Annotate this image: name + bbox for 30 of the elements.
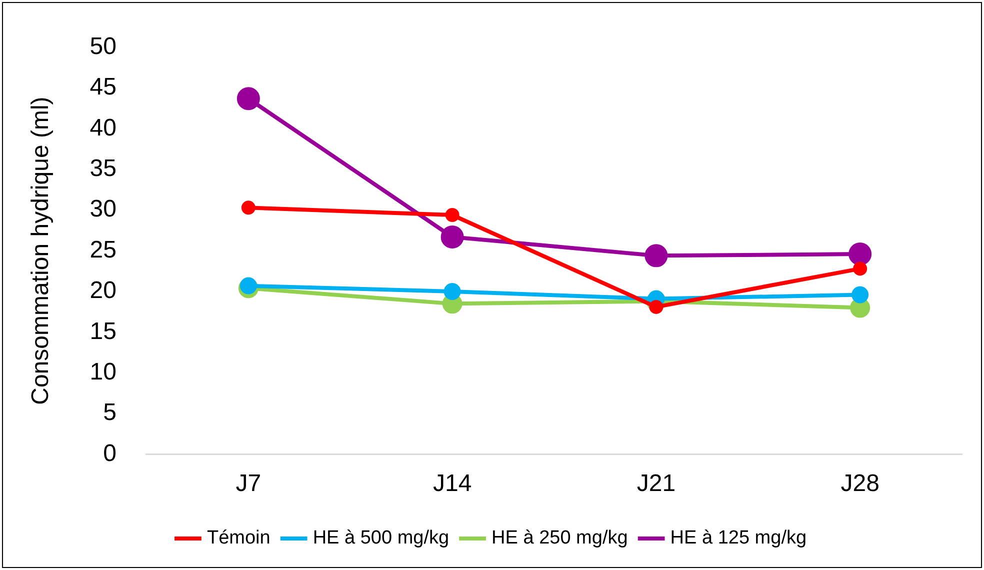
y-tick-label: 50	[90, 33, 116, 60]
y-tick-label: 45	[90, 74, 116, 101]
point	[444, 282, 461, 300]
x-tick-label: J14	[432, 470, 472, 498]
y-tick-label: 25	[90, 236, 116, 264]
point	[241, 200, 256, 215]
y-tick-label: 40	[90, 114, 116, 142]
x-tick-label: J28	[840, 470, 880, 498]
y-tick-label: 5	[103, 399, 116, 426]
point	[440, 225, 464, 248]
legend-label: Témoin	[206, 528, 270, 549]
x-tick-label: J21	[636, 470, 676, 498]
legend-label: HE à 500 mg/kg	[312, 528, 450, 549]
y-axis-title: Consommation hydrique (ml)	[27, 96, 54, 405]
point	[848, 242, 872, 266]
y-tick-label: 0	[103, 440, 116, 467]
y-tick-label: 35	[90, 155, 116, 182]
point	[236, 87, 260, 110]
y-tick-label: 30	[90, 196, 116, 223]
point	[852, 286, 869, 304]
point	[644, 244, 668, 268]
y-tick-label: 20	[90, 277, 116, 304]
x-tick-label: J7	[236, 470, 262, 498]
y-tick-label: 15	[90, 318, 116, 345]
legend-label: HE à 250 mg/kg	[492, 528, 628, 549]
legend-label: HE à 125 mg/kg	[670, 528, 807, 549]
point	[445, 208, 460, 222]
point	[240, 277, 257, 294]
point	[853, 262, 868, 276]
y-tick-label: 10	[90, 358, 116, 386]
